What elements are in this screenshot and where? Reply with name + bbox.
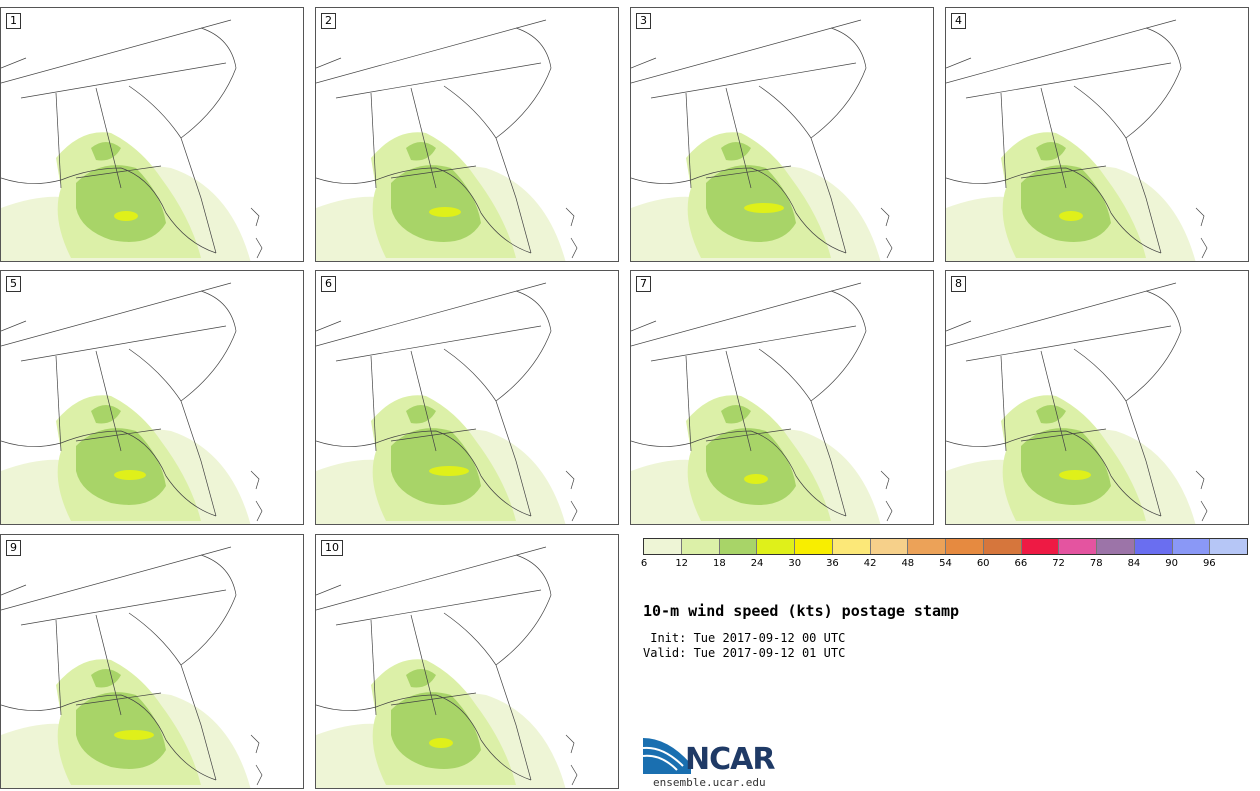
member-number: 3 xyxy=(636,13,651,29)
ncar-logo: NCAR ensemble.ucar.edu xyxy=(642,736,793,789)
member-panel: 1 xyxy=(0,7,304,262)
member-panel: 3 xyxy=(630,7,934,262)
valid-time: Valid: Tue 2017-09-12 01 UTC xyxy=(643,646,846,660)
colorbar xyxy=(643,538,1248,555)
colorbar-tick-label: 60 xyxy=(976,558,990,569)
colorbar-swatch xyxy=(832,539,871,554)
member-panel: 10 xyxy=(315,534,619,789)
colorbar-swatch xyxy=(719,539,758,554)
color-legend: 6 12 18 24 30 36 42 48 54 60 66 72 78 84 90 96 xyxy=(640,538,1248,569)
member-panel: 8 xyxy=(945,270,1249,525)
colorbar-tick-label: 12 xyxy=(675,558,689,569)
member-number: 4 xyxy=(951,13,966,29)
logo-url: ensemble.ucar.edu xyxy=(653,776,766,789)
init-time: Init: Tue 2017-09-12 00 UTC xyxy=(643,631,846,645)
colorbar-swatch xyxy=(1172,539,1211,554)
colorbar-tick-label: 54 xyxy=(939,558,952,569)
member-panel: 7 xyxy=(630,270,934,525)
colorbar-swatch xyxy=(1134,539,1173,554)
colorbar-tick-label: 30 xyxy=(788,558,802,569)
colorbar-tick-label: 48 xyxy=(901,558,915,569)
colorbar-tick-label: 36 xyxy=(826,558,839,569)
colorbar-swatch xyxy=(681,539,720,554)
member-panel: 2 xyxy=(315,7,619,262)
member-number: 8 xyxy=(951,276,966,292)
colorbar-tick-label: 90 xyxy=(1165,558,1178,569)
colorbar-swatch xyxy=(1097,539,1135,554)
chart-title: 10-m wind speed (kts) postage stamp xyxy=(643,602,960,620)
colorbar-swatch xyxy=(1210,539,1247,554)
ncar-swoosh-icon xyxy=(642,738,691,774)
member-number: 10 xyxy=(321,540,343,556)
colorbar-tick-label: 96 xyxy=(1202,558,1216,569)
colorbar-tick-label: 42 xyxy=(863,558,877,569)
colorbar-tick-label: 78 xyxy=(1089,558,1103,569)
logo-wordmark: NCAR xyxy=(685,742,775,777)
colorbar-swatch xyxy=(1059,539,1097,554)
colorbar-swatch xyxy=(908,539,946,554)
member-panel: 9 xyxy=(0,534,304,789)
colorbar-swatch xyxy=(870,539,909,554)
colorbar-tick-label: 72 xyxy=(1052,558,1065,569)
colorbar-tick-label: 6 xyxy=(640,558,648,569)
member-number: 9 xyxy=(6,540,21,556)
member-panel: 5 xyxy=(0,270,304,525)
member-number: 5 xyxy=(6,276,21,292)
member-panel: 6 xyxy=(315,270,619,525)
member-panel: 4 xyxy=(945,7,1249,262)
colorbar-tick-label: 24 xyxy=(750,558,764,569)
colorbar-ticks: 6 12 18 24 30 36 42 48 54 60 66 72 78 84 90 96 xyxy=(640,555,1248,569)
colorbar-swatch xyxy=(757,539,795,554)
colorbar-swatch xyxy=(795,539,833,554)
colorbar-swatch xyxy=(1021,539,1060,554)
colorbar-swatch xyxy=(946,539,984,554)
colorbar-tick-label: 66 xyxy=(1014,558,1028,569)
member-number: 7 xyxy=(636,276,651,292)
member-number: 2 xyxy=(321,13,336,29)
colorbar-tick-label: 18 xyxy=(713,558,726,569)
member-number: 6 xyxy=(321,276,336,292)
colorbar-swatch xyxy=(983,539,1022,554)
colorbar-tick-label: 84 xyxy=(1127,558,1141,569)
colorbar-swatch xyxy=(644,539,682,554)
member-number: 1 xyxy=(6,13,21,29)
